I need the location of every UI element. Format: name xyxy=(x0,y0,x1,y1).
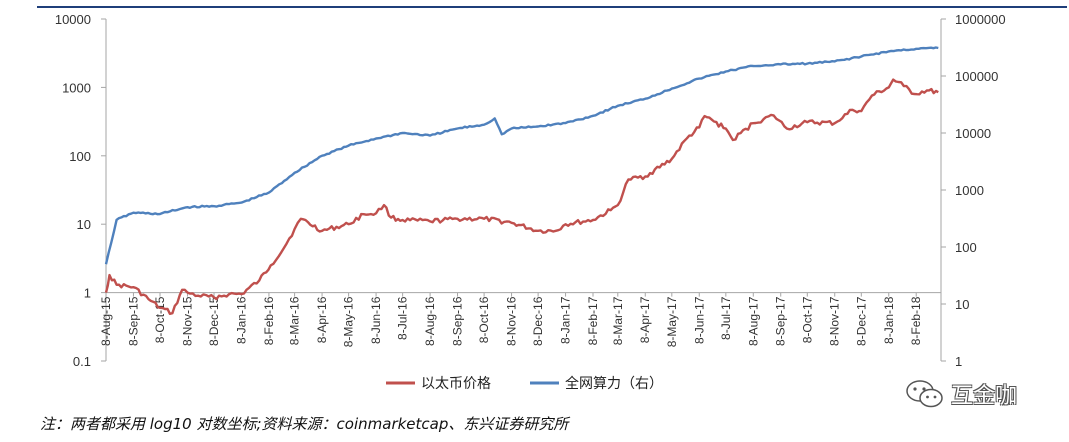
x-tick-label: 8-Jun-17 xyxy=(692,296,706,344)
x-tick-label: 8-Apr-16 xyxy=(315,296,329,343)
legend-label-ether-price: 以太币价格 xyxy=(421,376,491,392)
x-tick-label: 8-Nov-16 xyxy=(505,296,519,346)
legend-label-hashrate: 全网算力（右） xyxy=(565,375,663,392)
legend: 以太币价格 全网算力（右） xyxy=(386,375,663,392)
x-tick-label: 8-Aug-17 xyxy=(746,296,760,346)
right-tick-label: 10 xyxy=(955,297,969,312)
right-tick-label: 100000 xyxy=(955,69,998,84)
left-tick-label: 1 xyxy=(84,286,91,301)
x-tick-label: 8-Nov-15 xyxy=(180,296,194,346)
right-tick-label: 10000 xyxy=(955,126,991,141)
x-tick-label: 8-May-16 xyxy=(342,296,356,347)
x-tick-label: 8-Jan-18 xyxy=(882,296,896,344)
x-tick-label: 8-Jan-16 xyxy=(234,296,248,344)
x-tick-label: 8-Oct-16 xyxy=(477,296,491,343)
top-rule xyxy=(37,6,1067,8)
x-tick-label: 8-Jul-16 xyxy=(396,296,410,340)
right-tick-label: 1000000 xyxy=(955,12,1006,27)
x-tick-label: 8-Sep-17 xyxy=(774,296,788,346)
left-tick-label: 10000 xyxy=(55,12,91,27)
right-tick-label: 100 xyxy=(955,240,977,255)
x-tick-label: 8-Feb-16 xyxy=(262,296,276,345)
right-tick-label: 1 xyxy=(955,354,962,369)
x-tick-label: 8-Sep-15 xyxy=(126,296,140,346)
x-tick-label: 8-Sep-16 xyxy=(451,296,465,346)
watermark: 互金咖 xyxy=(905,374,1017,414)
x-tick-label: 8-Dec-15 xyxy=(207,296,221,346)
footnote: 注：两者都采用 log10 对数坐标;资料来源：coinmarketcap、东兴… xyxy=(40,415,569,433)
x-tick-label: 8-Aug-16 xyxy=(423,296,437,346)
right-y-axis-ticks: 1000000 100000 10000 1000 100 10 1 xyxy=(941,12,1006,369)
left-tick-label: 10 xyxy=(77,217,91,232)
right-tick-label: 1000 xyxy=(955,183,984,198)
x-axis-ticks: 8-Aug-15 8-Sep-15 8-Oct-15 8-Nov-15 8-Dec-15… xyxy=(99,292,923,347)
x-tick-label: 8-Nov-17 xyxy=(828,296,842,346)
axes xyxy=(105,19,942,361)
x-tick-label: 8-Jun-16 xyxy=(369,296,383,344)
x-tick-label: 8-Aug-15 xyxy=(99,296,113,346)
left-y-axis-ticks: 10000 1000 100 10 1 0.1 xyxy=(55,12,106,369)
x-tick-label: 8-Feb-18 xyxy=(909,296,923,345)
x-tick-label: 8-Apr-17 xyxy=(638,296,652,343)
x-tick-label: 8-Mar-16 xyxy=(288,296,302,345)
x-tick-label: 8-Oct-17 xyxy=(800,296,814,343)
x-tick-label: 8-Jul-17 xyxy=(719,296,733,340)
series-line-ether-price xyxy=(104,78,939,315)
x-tick-label: 8-Dec-17 xyxy=(854,296,868,346)
left-tick-label: 0.1 xyxy=(73,354,91,369)
watermark-text: 互金咖 xyxy=(951,384,1018,409)
series-line-hashrate xyxy=(104,46,939,265)
x-tick-label: 8-May-17 xyxy=(665,296,679,347)
left-tick-label: 100 xyxy=(69,149,91,164)
x-tick-label: 8-Jan-17 xyxy=(559,296,573,344)
left-tick-label: 1000 xyxy=(62,80,91,95)
x-tick-label: 8-Mar-17 xyxy=(611,296,625,345)
x-tick-label: 8-Dec-16 xyxy=(531,296,545,346)
series-layer xyxy=(104,46,939,315)
x-tick-label: 8-Feb-17 xyxy=(586,296,600,345)
wechat-icon xyxy=(906,380,943,408)
